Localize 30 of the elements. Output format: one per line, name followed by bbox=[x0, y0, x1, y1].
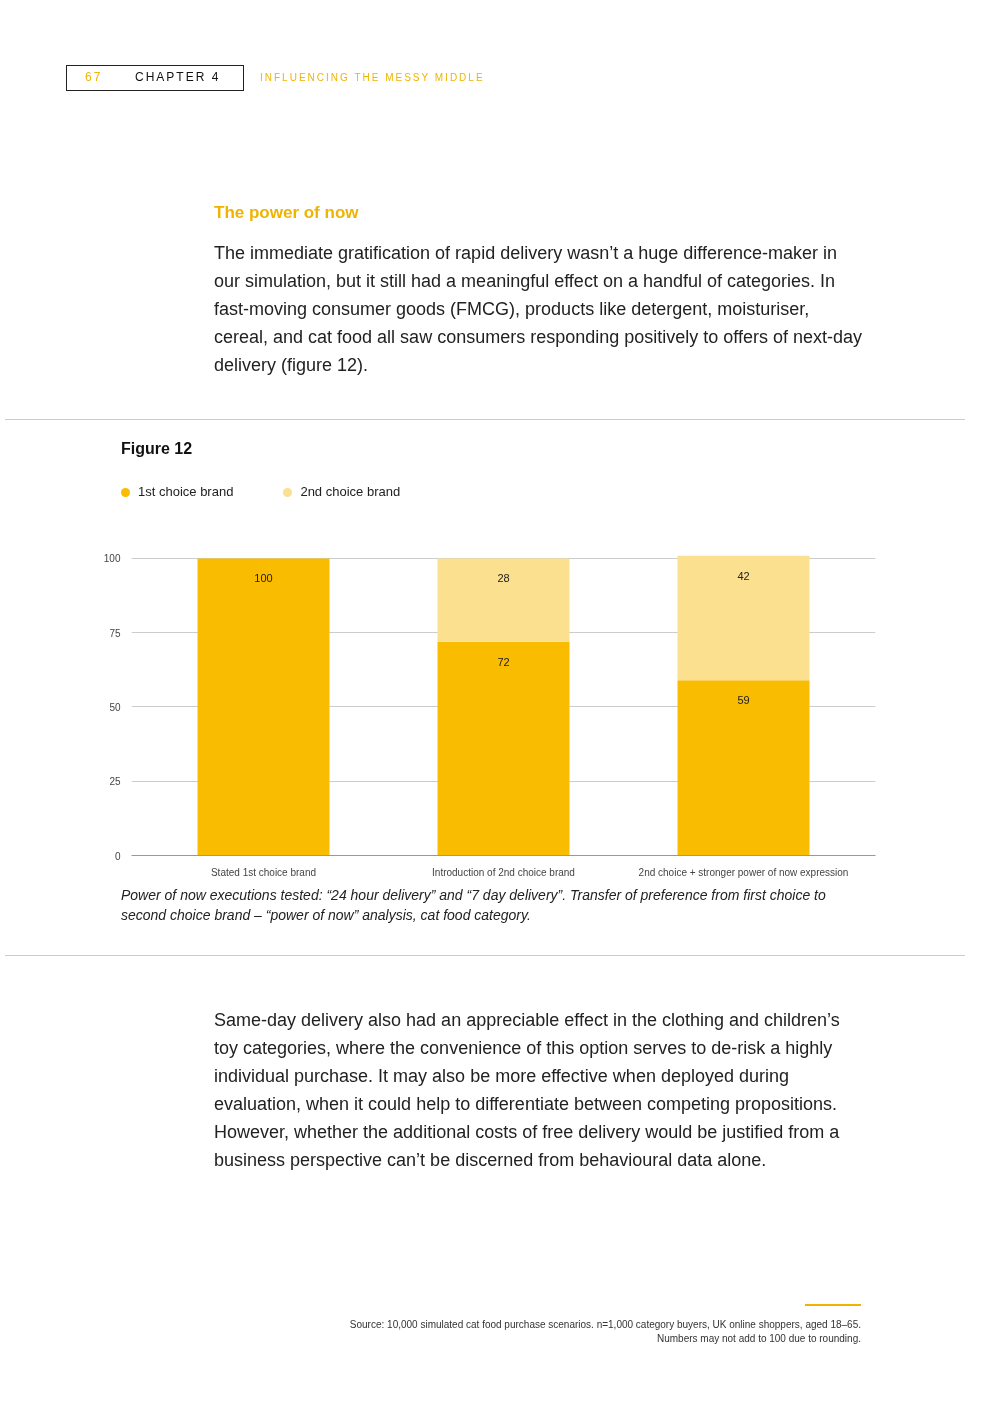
legend-label: 1st choice brand bbox=[137, 483, 234, 502]
y-tick-label: 100 bbox=[103, 553, 121, 565]
data-label: 59 bbox=[737, 694, 750, 707]
y-tick-label: 25 bbox=[109, 776, 121, 788]
text: 67 bbox=[85, 69, 104, 87]
text: CHAPTER 4 bbox=[135, 69, 221, 87]
x-tick-label: Introduction of 2nd choice brand bbox=[432, 866, 575, 878]
data-label: 72 bbox=[497, 655, 510, 668]
data-label: 28 bbox=[497, 572, 510, 585]
y-tick-label: 0 bbox=[114, 850, 121, 862]
source-note: Source: 10,000 simulated cat food purchase scenarios. n=1,000 category buyers, UK online shoppers, aged 18–65. bbox=[349, 1319, 861, 1330]
x-tick-label: Stated 1st choice brand bbox=[210, 866, 317, 878]
bar bbox=[197, 558, 330, 856]
text: The power of now bbox=[214, 202, 360, 224]
text: Numbers may not add to 100 due to rounding. bbox=[656, 1333, 861, 1345]
bar bbox=[677, 555, 810, 681]
text: Same-day delivery also had an appreciable effect in the clothing and children’s toy categories, where the convenience of this option serves to de-risk a highly individual purchase. It may also be more effective when deployed during evaluation, when it could help to differentiate between competing propositions. However, whether the additional costs of free delivery would be justified from a business perspective can’t be discerned from behavioural data alone. bbox=[214, 1009, 841, 1172]
chart-title: Figure 12 bbox=[121, 439, 194, 460]
bar bbox=[437, 558, 570, 642]
y-tick-label: 50 bbox=[109, 701, 121, 713]
legend-label: 2nd choice brand bbox=[299, 483, 401, 502]
text: The immediate gratification of rapid delivery wasn’t a huge difference-maker in our simulation, but it still had a meaningful effect on a handful of categories. In fast-moving consumer goods (FMCG), products like detergent, moisturiser, cereal, and cat food all saw consumers responding positively to offers of next-day delivery (figure 12). bbox=[214, 242, 864, 378]
data-label: 42 bbox=[737, 569, 750, 582]
data-label: 100 bbox=[254, 572, 273, 585]
text: INFLUENCING THE MESSY MIDDLE bbox=[260, 70, 485, 85]
text: Power of now executions tested: “24 hour delivery” and “7 day delivery”. Transfer of preference from first choice to second choice brand – “power of now” analysis, cat food category. bbox=[121, 886, 827, 925]
bar bbox=[677, 680, 810, 856]
y-tick-label: 75 bbox=[109, 627, 121, 639]
bar bbox=[437, 641, 570, 856]
x-tick-label: 2nd choice + stronger power of now expression bbox=[638, 866, 849, 878]
